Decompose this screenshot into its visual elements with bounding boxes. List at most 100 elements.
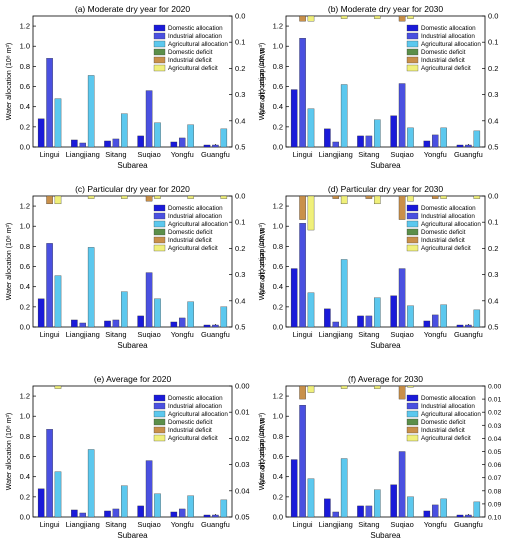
legend-label: Industrial deficit (421, 57, 465, 64)
bar-allocation (37, 118, 45, 148)
y2-tick-label: 0.04 (488, 436, 501, 443)
x-tick-label: Yongfu (424, 150, 447, 159)
x-tick-label: Sitang (358, 520, 379, 529)
y2-tick-label: 0.1 (488, 38, 498, 47)
bar-allocation (398, 83, 406, 148)
x-tick-label: Liangjiang (319, 520, 353, 529)
y2-tick-label: 0.2 (488, 64, 498, 73)
y-tick-label: 1.2 (273, 392, 283, 401)
x-tick-label: Lingui (293, 520, 313, 529)
legend-label: Agricultural deficit (421, 245, 471, 252)
bar-allocation (145, 460, 153, 518)
bar-deficit (54, 195, 62, 205)
legend-label: Domestic deficit (421, 229, 466, 236)
bar-allocation (357, 315, 364, 328)
x-tick-label: Suqiao (137, 150, 160, 159)
legend-swatch (153, 228, 166, 236)
bar-allocation (145, 272, 153, 328)
legend-swatch (406, 212, 419, 220)
legend-label: Domestic allocation (421, 205, 476, 212)
bar-allocation (290, 89, 298, 148)
legend-label: Domestic deficit (168, 49, 213, 56)
x-tick-label: Suqiao (137, 330, 160, 339)
y-tick-label: 1.0 (273, 412, 283, 421)
bar-deficit (307, 195, 315, 231)
legend-swatch (406, 244, 419, 252)
legend-swatch (406, 32, 419, 40)
bar-allocation (121, 113, 128, 148)
y-axis-label: Water allocation (10⁸ m³) (259, 413, 266, 490)
x-tick-label: Sitang (358, 150, 379, 159)
bar-allocation (407, 127, 414, 148)
x-tick-label: Sitang (105, 330, 126, 339)
bar-deficit (374, 385, 381, 389)
y2-tick-label: 0.06 (488, 462, 501, 469)
y-tick-label: 0.6 (273, 82, 283, 91)
bar-allocation (112, 319, 120, 328)
x-axis-label: Subarea (117, 531, 148, 540)
legend-label: Agricultural deficit (168, 65, 218, 72)
y2-tick-label: 0.2 (235, 64, 245, 73)
legend-label: Domestic allocation (421, 395, 476, 402)
legend-label: Industrial allocation (421, 403, 475, 410)
legend-swatch (153, 212, 166, 220)
plot-frame (32, 15, 233, 148)
y2-tick-label: 0.03 (235, 460, 250, 469)
bar-allocation (365, 505, 373, 518)
bar-allocation (290, 268, 298, 328)
bar-deficit (46, 195, 53, 205)
legend-swatch (406, 410, 419, 418)
y-tick-label: 0.2 (20, 302, 30, 311)
bar-allocation (71, 139, 78, 148)
x-tick-label: Lingui (40, 520, 60, 529)
bar-allocation (365, 315, 373, 328)
bar-deficit (374, 195, 381, 205)
y2-tick-label: 0.08 (488, 488, 501, 495)
bar-deficit (340, 15, 348, 19)
bar-allocation (332, 141, 339, 148)
bar-allocation (374, 297, 381, 328)
chart-title: (f) Average for 2030 (348, 374, 423, 384)
x-tick-label: Guangfu (201, 150, 230, 159)
bar-allocation (137, 505, 144, 518)
y2-tick-label: 0.0 (488, 12, 498, 21)
y2-tick-label: 0.02 (235, 434, 250, 443)
bar-allocation (357, 135, 364, 148)
y2-tick-label: 0.5 (235, 143, 245, 152)
legend-label: Industrial deficit (421, 427, 465, 434)
legend-label: Domestic allocation (421, 25, 476, 32)
y2-tick-label: 0.07 (488, 475, 501, 482)
bar-allocation (178, 137, 186, 148)
bar-allocation (307, 108, 315, 148)
y-tick-label: 0.6 (20, 262, 30, 271)
y-tick-label: 1.2 (273, 22, 283, 31)
x-axis-label: Subarea (370, 531, 401, 540)
bar-deficit (154, 195, 161, 199)
bar-allocation (374, 489, 381, 518)
bar-allocation (46, 58, 53, 148)
legend-swatch (153, 410, 166, 418)
bar-allocation (423, 320, 431, 328)
bar-allocation (178, 317, 186, 328)
bar-allocation (203, 144, 211, 148)
x-tick-label: Liangjiang (319, 150, 353, 159)
legend-label: Agricultural allocation (168, 41, 228, 48)
y-tick-label: 0.0 (273, 143, 283, 152)
y2-tick-label: 0.3 (488, 270, 498, 279)
bar-allocation (170, 511, 178, 518)
bar-allocation (154, 493, 161, 518)
y2-axis-label: Water deficit (10⁸ m³) (258, 228, 265, 294)
bar-deficit (121, 195, 128, 199)
y2-tick-label: 0.05 (488, 449, 501, 456)
bar-deficit (145, 195, 153, 202)
bar-allocation (104, 510, 111, 518)
x-axis-label: Subarea (370, 341, 401, 350)
bar-allocation (473, 501, 481, 518)
x-tick-label: Suqiao (390, 520, 413, 529)
chart-panel: (f) Average for 2030 0.0 0.2 0.4 0.6 0.8 1.0 1.… (259, 374, 501, 540)
bar-deficit (187, 195, 194, 199)
bar-allocation (154, 298, 161, 328)
bar-deficit (431, 195, 439, 199)
plot-frame (32, 385, 233, 518)
legend-label: Domestic deficit (421, 49, 466, 56)
